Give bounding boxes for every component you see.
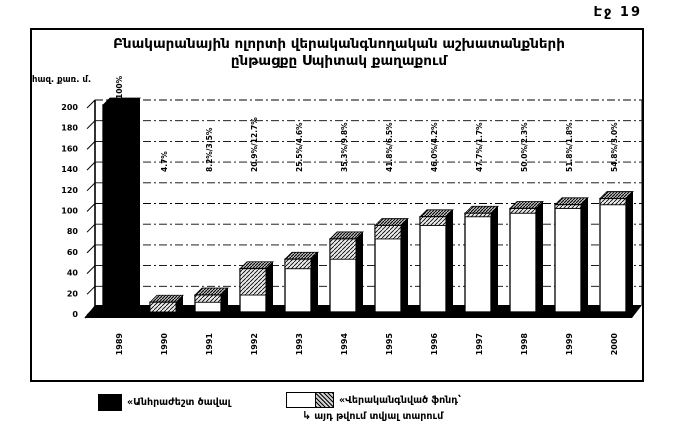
y-tick-label: 180 (61, 124, 78, 133)
y-tick (86, 203, 96, 212)
y-tick (86, 306, 96, 316)
bar-annual-segment (599, 198, 627, 206)
y-tick (86, 244, 96, 254)
bar-side (626, 191, 633, 312)
bar-side (446, 209, 453, 312)
x-category-label: 2000 (610, 333, 619, 356)
bar-value-label: 46.0%/4.2% (430, 122, 439, 172)
bar (102, 104, 134, 313)
x-category-label: 1995 (385, 333, 394, 356)
y-tick (86, 285, 96, 295)
y-tick-label: 120 (61, 186, 78, 195)
bar-annual-segment (329, 238, 357, 260)
bar-annual-segment (149, 301, 177, 313)
x-category-label: 1996 (430, 333, 439, 356)
x-category-label: 1991 (205, 333, 214, 356)
bar-side (356, 231, 363, 312)
bar-side (266, 261, 273, 312)
x-category-label: 1990 (160, 333, 169, 356)
bar-value-label: 100% (115, 75, 124, 99)
legend-restored-label: «Վերականգնված ֆոնդ՝ (339, 394, 461, 406)
bar (419, 216, 447, 313)
bar-annual-segment (194, 294, 222, 303)
bar-value-label: 41.8%/6.5% (385, 122, 394, 172)
chart-title-line1: Բնակարանային ոլորտի վերականգնողական աշխա… (113, 36, 565, 52)
y-axis-unit-label: հազ. քառ. մ. (32, 75, 91, 85)
legend-annual-note: ↳ այդ թվում տվյալ տարում (302, 409, 461, 422)
x-category-label: 1998 (520, 333, 529, 356)
bar-annual-segment (239, 268, 267, 296)
y-tick-label: 100 (61, 207, 78, 216)
bars (102, 97, 634, 313)
necessary-swatch-icon (98, 394, 122, 411)
y-tick-label: 160 (61, 144, 78, 153)
bar-value-label: 51.8%/1.8% (565, 122, 574, 172)
page-number: Էջ 19 (593, 5, 642, 20)
x-category-label: 1994 (340, 333, 349, 356)
corner-arrow-icon: ↳ (302, 409, 312, 422)
gridlines (95, 99, 642, 287)
bar-value-label: 47.7%/1.7% (475, 122, 484, 172)
bar-annual-segment (374, 225, 402, 240)
bar-value-label: 25.5%/4.6% (295, 122, 304, 172)
bar-value-label: 8.2%/3.5% (205, 127, 214, 172)
bar-annual-segment (464, 212, 492, 218)
y-tick (86, 120, 96, 130)
chart-frame (30, 28, 644, 382)
y-tick-label: 80 (67, 227, 79, 236)
x-category-label: 1997 (475, 333, 484, 355)
bar-side (311, 252, 318, 312)
bar (509, 207, 537, 313)
bar-side (176, 295, 183, 312)
bar-value-label: 50.0%/2.3% (520, 122, 529, 172)
bar-value-label: 20.9%/12.7% (250, 117, 259, 172)
bar-value-label: 54.8%/3.0% (610, 122, 619, 172)
annual-hatch-icon (315, 393, 333, 407)
bar-side (401, 218, 408, 312)
bar-chart: հազ. քառ. մ. 100% 4.7% 8.2%/3.5% 20.9%/12.7… (32, 75, 643, 356)
chart-title-line2: ընթացքը Սպիտակ քաղաքում (230, 53, 448, 69)
y-tick (86, 182, 96, 192)
y-tick-label: 60 (67, 248, 79, 257)
x-category-label: 1999 (565, 333, 574, 356)
bar (599, 197, 627, 313)
bar (554, 204, 582, 313)
restored-swatch-icon (286, 392, 334, 408)
chart-title: Բնակարանային ոլորտի վերականգնողական աշխա… (44, 36, 634, 70)
bar-value-labels: 100% 4.7% 8.2%/3.5% 20.9%/12.7% 25.5%/4.6% 35… (115, 75, 619, 172)
y-tick (86, 99, 96, 109)
bar-value-label: 35.3%/9.8% (340, 122, 349, 172)
bar-annual-segment (554, 204, 582, 209)
bar-annual-segment (284, 258, 312, 270)
bar-side (536, 201, 543, 312)
y-tick (86, 161, 96, 171)
legend-item-restored: «Վերականգնված ֆոնդ՝ ↳ այդ թվում տվյալ տար… (286, 392, 461, 422)
y-tick-label: 200 (61, 103, 78, 112)
bar-side (581, 197, 588, 312)
axis-tick-labels: 0 20 40 60 80 100 120 140 160 180 200 1989 1990 1991 1… (61, 99, 619, 356)
bar-side (491, 206, 498, 312)
y-tick-label: 0 (72, 310, 78, 319)
x-category-label: 1992 (250, 333, 259, 355)
bar-annual-segment (509, 208, 537, 214)
bar-side (221, 288, 228, 312)
x-category-label: 1993 (295, 333, 304, 355)
y-tick-label: 140 (61, 165, 78, 174)
y-tick-label: 20 (67, 289, 79, 298)
bar-annual-segment (419, 216, 447, 226)
bar (464, 212, 492, 313)
bar-value-label: 4.7% (160, 151, 169, 172)
y-tick (86, 223, 96, 233)
legend-necessary-label: «Անհրաժեշտ ծավալ (127, 397, 231, 408)
y-tick-label: 40 (67, 269, 79, 278)
legend-annual-label: այդ թվում տվյալ տարում (314, 411, 444, 422)
y-tick (86, 141, 96, 150)
bar-side (133, 98, 140, 312)
x-category-label: 1989 (115, 333, 124, 356)
y-tick (86, 265, 96, 274)
legend-item-necessary: «Անհրաժեշտ ծավալ (98, 394, 231, 411)
